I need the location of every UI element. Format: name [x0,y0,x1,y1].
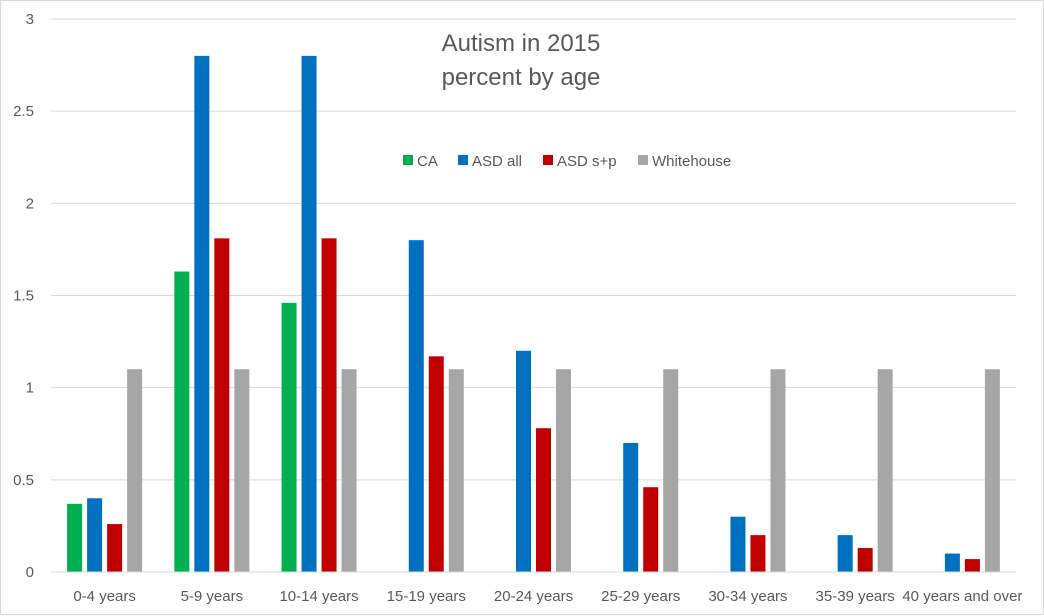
bar-whitehouse-7 [877,369,893,572]
x-tick-label: 40 years and over [902,588,1022,605]
y-tick-label: 0 [26,564,34,581]
legend-label: CA [417,153,438,170]
y-tick-label: 3 [26,11,34,28]
bar-asd-s-p-6 [750,535,766,572]
x-tick-label: 15-19 years [387,588,466,605]
legend-label: Whitehouse [652,153,731,170]
y-tick-label: 1.5 [13,288,34,305]
bar-asd-s-p-4 [536,428,551,572]
legend-swatch [403,155,413,165]
bar-whitehouse-2 [341,369,357,572]
bar-asd-s-p-5 [643,487,659,572]
x-tick-label: 25-29 years [601,588,680,605]
bar-asd-s-p-8 [964,559,980,572]
bar-ca-1 [174,271,190,572]
bar-asd-s-p-0 [107,524,123,572]
x-tick-label: 20-24 years [494,588,573,605]
legend-swatch [458,155,468,165]
bar-asd-all-7 [837,535,853,572]
bar-whitehouse-0 [127,369,143,572]
bar-ca-2 [281,302,297,572]
bar-asd-s-p-3 [428,356,444,572]
chart-title-line-2: percent by age [442,64,601,91]
x-tick-label: 0-4 years [73,588,136,605]
bar-whitehouse-3 [448,369,464,572]
bar-asd-all-5 [623,442,639,572]
bar-asd-all-6 [730,516,746,572]
legend-label: ASD s+p [557,153,617,170]
x-tick-label: 10-14 years [279,588,358,605]
bar-asd-s-p-1 [214,238,230,572]
legend-label: ASD all [472,153,522,170]
gridlines [51,18,1016,481]
y-tick-label: 2.5 [13,103,34,120]
y-tick-label: 2 [26,195,34,212]
x-tick-label: 35-39 years [816,588,895,605]
bar-whitehouse-5 [663,369,679,572]
bar-asd-all-1 [194,55,210,573]
bar-whitehouse-1 [234,369,250,572]
bar-asd-all-8 [944,553,960,572]
bar-asd-all-4 [516,350,531,572]
legend-swatch [543,155,553,165]
bar-asd-s-p-7 [857,548,873,572]
legend: CA ASD all ASD s+p Whitehouse [403,153,731,170]
bars [67,55,1000,573]
bar-asd-s-p-2 [321,238,337,572]
x-tick-label: 30-34 years [708,588,787,605]
bar-whitehouse-6 [770,369,786,572]
bar-ca-0 [67,503,83,572]
y-tick-label: 0.5 [13,472,34,489]
y-axis-tick-labels: 0 0.5 1 1.5 2 2.5 3 [13,11,34,581]
bar-whitehouse-4 [556,369,571,572]
bar-asd-all-3 [408,240,424,572]
x-tick-label: 5-9 years [181,588,244,605]
bar-asd-all-0 [87,498,103,572]
y-tick-label: 1 [26,380,34,397]
bar-asd-all-2 [301,55,317,573]
bar-whitehouse-8 [984,369,1000,572]
x-axis-tick-labels: 0-4 years 5-9 years 10-14 years 15-19 years… [73,588,1022,605]
chart-title-line-1: Autism in 2015 [442,30,601,57]
legend-swatch [638,155,648,165]
